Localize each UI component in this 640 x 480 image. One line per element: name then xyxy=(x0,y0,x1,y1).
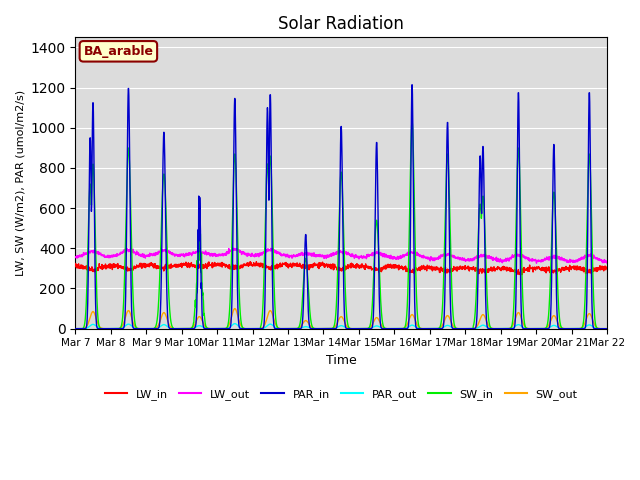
PAR_in xyxy=(603,326,611,332)
SW_out xyxy=(603,326,611,332)
PAR_in xyxy=(556,326,564,332)
Legend: LW_in, LW_out, PAR_in, PAR_out, SW_in, SW_out: LW_in, LW_out, PAR_in, PAR_out, SW_in, S… xyxy=(100,385,582,405)
Text: BA_arable: BA_arable xyxy=(83,45,154,58)
SW_in xyxy=(556,321,564,326)
PAR_in xyxy=(368,325,376,331)
LW_in xyxy=(246,259,254,264)
PAR_in xyxy=(72,326,79,332)
PAR_out xyxy=(603,326,611,332)
SW_in xyxy=(220,326,227,332)
LW_in xyxy=(518,272,526,277)
LW_in xyxy=(603,265,611,271)
PAR_out xyxy=(571,326,579,332)
PAR_out xyxy=(72,326,79,332)
LW_out xyxy=(368,253,376,259)
LW_in xyxy=(557,268,564,274)
SW_in xyxy=(72,326,79,332)
Line: SW_in: SW_in xyxy=(76,122,607,329)
LW_in xyxy=(356,263,364,268)
LW_out xyxy=(220,252,227,257)
PAR_out xyxy=(220,326,227,332)
X-axis label: Time: Time xyxy=(326,354,356,367)
SW_in xyxy=(408,119,416,125)
Title: Solar Radiation: Solar Radiation xyxy=(278,15,404,33)
SW_in xyxy=(368,310,376,315)
LW_out xyxy=(496,257,504,263)
PAR_in xyxy=(496,326,504,332)
PAR_out xyxy=(231,321,239,326)
LW_in xyxy=(220,262,227,268)
Line: LW_out: LW_out xyxy=(76,248,607,263)
PAR_in xyxy=(408,82,416,88)
SW_in xyxy=(496,326,504,332)
PAR_out xyxy=(368,325,376,331)
Y-axis label: LW, SW (W/m2), PAR (umol/m2/s): LW, SW (W/m2), PAR (umol/m2/s) xyxy=(15,90,25,276)
Line: LW_in: LW_in xyxy=(76,262,607,275)
Line: PAR_in: PAR_in xyxy=(76,85,607,329)
LW_in xyxy=(72,264,79,269)
PAR_in xyxy=(571,326,579,332)
PAR_out xyxy=(356,326,364,332)
SW_in xyxy=(356,326,364,332)
SW_in xyxy=(603,326,611,332)
Line: SW_out: SW_out xyxy=(76,309,607,329)
PAR_in xyxy=(220,326,227,332)
PAR_out xyxy=(556,325,564,331)
SW_in xyxy=(571,326,579,332)
LW_in xyxy=(496,265,504,271)
Line: PAR_out: PAR_out xyxy=(76,324,607,329)
SW_out xyxy=(496,326,504,332)
SW_out xyxy=(571,326,579,332)
SW_out xyxy=(556,324,564,330)
SW_out xyxy=(356,326,364,332)
PAR_in xyxy=(356,326,364,332)
LW_out xyxy=(230,245,237,251)
LW_out xyxy=(532,260,540,266)
LW_out xyxy=(72,254,79,260)
LW_out xyxy=(572,259,579,264)
PAR_out xyxy=(496,326,504,332)
SW_out xyxy=(220,326,227,332)
LW_in xyxy=(368,266,376,272)
LW_in xyxy=(572,264,579,270)
SW_out xyxy=(231,306,239,312)
LW_out xyxy=(356,254,364,260)
LW_out xyxy=(557,256,564,262)
SW_out xyxy=(368,322,376,328)
LW_out xyxy=(603,260,611,266)
SW_out xyxy=(72,326,79,332)
